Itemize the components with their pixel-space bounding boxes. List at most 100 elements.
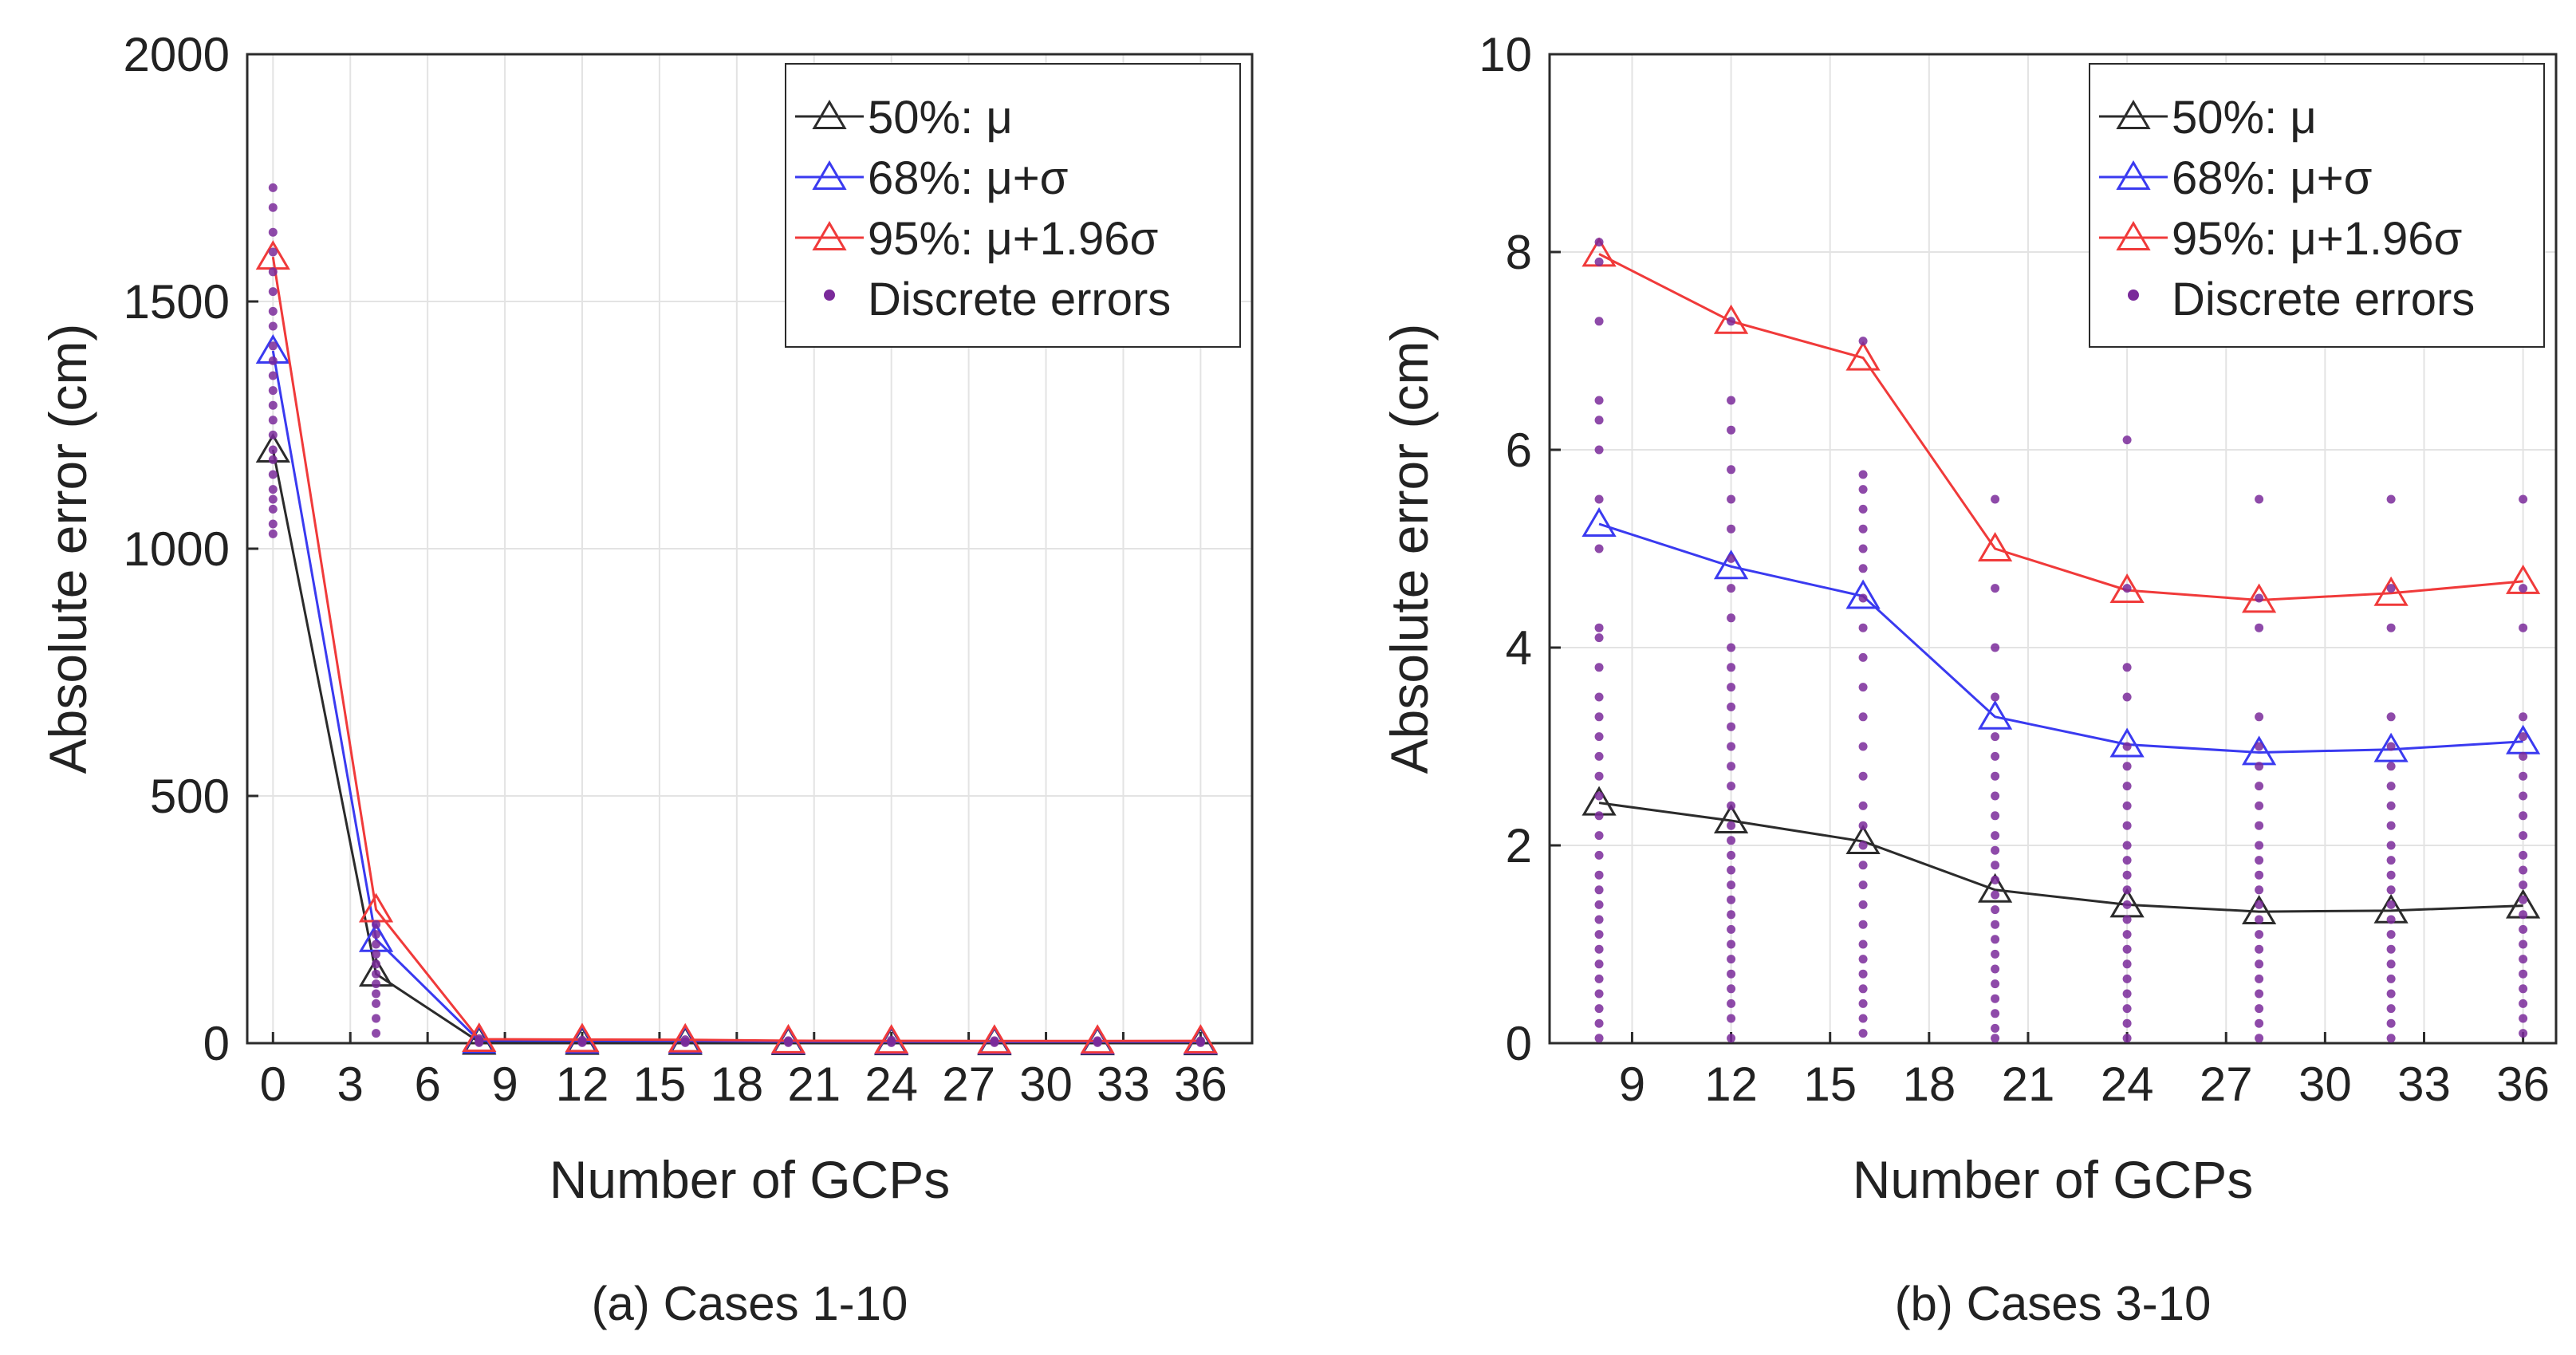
discrete-error-b-0-11 [1594,870,1604,880]
discrete-error-a-0-0 [268,529,278,538]
legend-marker-a-3 [824,290,835,301]
discrete-error-b-1-19 [1727,722,1736,731]
legend-marker-b-2 [2116,220,2151,250]
discrete-error-b-3-17 [1991,771,2000,781]
discrete-error-b-3-9 [1991,905,2000,915]
discrete-error-b-0-12 [1594,850,1604,860]
discrete-error-a-0-17 [268,287,278,297]
discrete-error-b-0-15 [1594,791,1604,801]
series-marker-b-1-3 [1977,699,2013,730]
discrete-error-a-7-2 [990,1036,999,1046]
discrete-error-b-1-12 [1727,850,1736,860]
y-tick-label-a-3: 1500 [124,275,230,329]
series-marker-a-2-9 [1183,1024,1218,1054]
discrete-error-b-0-7 [1594,930,1604,939]
discrete-error-b-4-8 [2122,915,2132,924]
discrete-error-b-6-12 [2386,856,2396,865]
series-a [255,240,1218,1056]
discrete-error-b-5-8 [2255,915,2264,924]
discrete-error-b-2-3 [1858,984,1868,994]
discrete-error-b-3-10 [1991,890,2000,900]
discrete-error-b-5-0 [2255,1034,2264,1043]
discrete-error-b-6-14 [2386,821,2396,830]
discrete-error-b-1-10 [1727,880,1736,890]
series-marker-b-1-2 [1845,579,1881,609]
caption-a: (a) Cases 1-10 [592,1277,908,1330]
discrete-error-b-6-6 [2386,944,2396,954]
x-tick-label-b-7: 30 [2298,1058,2352,1111]
series-marker-a-2-2 [462,1022,497,1052]
discrete-error-b-1-26 [1727,553,1736,563]
discrete-error-a-0-1 [268,519,278,529]
x-tick-label-b-2: 15 [1803,1058,1857,1111]
discrete-error-b-4-4 [2122,974,2132,983]
legend-label-b-2: 95%: μ+1.96σ [2172,213,2462,265]
discrete-error-b-0-16 [1594,771,1604,781]
discrete-error-b-7-19 [2519,712,2528,722]
discrete-error-b-2-16 [1858,712,1868,722]
discrete-error-b-3-5 [1991,964,2000,974]
discrete-error-b-0-31 [1594,238,1604,247]
discrete-error-a-1-1 [372,1014,381,1023]
discrete-error-b-4-2 [2122,1004,2132,1014]
series-line-b-2 [1598,253,2523,601]
discrete-errors-b [1594,238,2528,1043]
x-axis-label-b: Number of GCPs [1853,1150,2253,1209]
discrete-error-a-0-7 [268,445,278,455]
discrete-error-a-1-6 [372,959,381,969]
discrete-error-b-0-0 [1594,1034,1604,1043]
x-tick-label-b-4: 21 [2002,1058,2055,1111]
discrete-error-b-4-5 [2122,959,2132,969]
series-marker-b-2-7 [2506,564,2541,594]
discrete-error-b-0-28 [1594,396,1604,405]
discrete-error-b-3-20 [1991,692,2000,702]
discrete-error-b-2-23 [1858,524,1868,534]
discrete-error-b-2-12 [1858,821,1868,830]
y-tick-label-b-2: 4 [1506,621,1532,675]
discrete-error-b-6-21 [2386,584,2396,593]
discrete-error-b-7-1 [2519,1014,2528,1023]
discrete-error-a-0-22 [268,183,278,192]
discrete-error-a-1-0 [372,1029,381,1038]
discrete-error-a-0-6 [268,455,278,464]
discrete-error-b-7-18 [2519,732,2528,742]
series-marker-b-2-1 [1713,304,1749,334]
discrete-error-b-7-2 [2519,999,2528,1008]
discrete-error-b-6-9 [2386,900,2396,909]
legend-label-b-3: Discrete errors [2172,274,2475,325]
discrete-error-a-0-18 [268,267,278,277]
discrete-error-b-3-6 [1991,949,2000,959]
x-tick-label-a-7: 21 [787,1058,841,1111]
discrete-error-b-0-20 [1594,692,1604,702]
discrete-error-b-1-13 [1727,836,1736,845]
discrete-error-b-1-23 [1727,643,1736,652]
discrete-error-b-1-4 [1727,969,1736,979]
discrete-error-b-1-15 [1727,801,1736,810]
discrete-error-b-5-16 [2255,782,2264,791]
discrete-error-b-1-1 [1727,1014,1736,1023]
discrete-error-b-5-14 [2255,821,2264,830]
discrete-error-b-2-11 [1858,841,1868,850]
discrete-error-a-8-2 [1093,1036,1102,1046]
series-marker-b-1-0 [1581,506,1617,537]
discrete-error-b-5-21 [2255,593,2264,603]
discrete-error-b-4-18 [2122,742,2132,751]
discrete-error-b-1-25 [1727,584,1736,593]
discrete-error-b-0-1 [1594,1018,1604,1028]
discrete-error-b-6-22 [2386,494,2396,504]
series-marker-b-2-6 [2373,576,2409,606]
discrete-error-b-1-6 [1727,939,1736,949]
discrete-error-a-1-7 [372,949,381,959]
discrete-error-b-3-15 [1991,811,2000,821]
y-tick-label-b-3: 6 [1506,423,1532,477]
x-tick-label-a-6: 18 [710,1058,763,1111]
discrete-error-a-0-11 [268,386,278,396]
discrete-error-b-6-10 [2386,885,2396,895]
discrete-error-a-1-2 [372,999,381,1008]
x-tick-label-a-10: 30 [1019,1058,1073,1111]
discrete-error-b-6-19 [2386,712,2396,722]
discrete-error-b-3-12 [1991,861,2000,870]
series-line-a-2 [271,256,1201,1042]
